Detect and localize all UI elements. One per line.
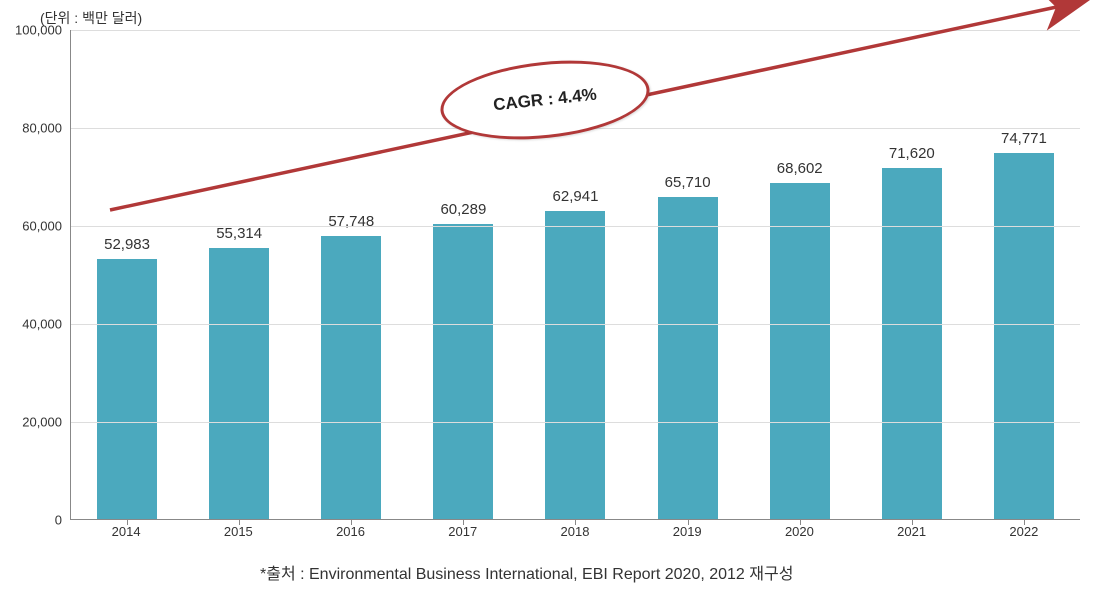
x-axis-label: 2021 [856, 524, 968, 539]
bar-slot: 71,620 [856, 30, 968, 519]
bar-slot: 55,314 [183, 30, 295, 519]
bar [321, 236, 381, 519]
bar [658, 197, 718, 519]
x-axis-labels: 201420152016201720182019202020212022 [70, 524, 1080, 539]
x-axis-label: 2015 [182, 524, 294, 539]
bar-slot: 65,710 [632, 30, 744, 519]
y-tick-label: 40,000 [2, 317, 62, 332]
y-tick-label: 0 [2, 513, 62, 528]
bar [209, 248, 269, 519]
bar [97, 259, 157, 519]
bar-value-label: 68,602 [777, 160, 823, 177]
chart-source: *출처 : Environmental Business Internation… [260, 560, 793, 584]
x-axis-label: 2018 [519, 524, 631, 539]
bar-value-label: 55,314 [216, 225, 262, 242]
y-tick-label: 80,000 [2, 121, 62, 136]
x-axis-label: 2019 [631, 524, 743, 539]
bar-slot: 68,602 [744, 30, 856, 519]
x-axis-label: 2020 [743, 524, 855, 539]
x-axis-label: 2022 [968, 524, 1080, 539]
bar-slot: 57,748 [295, 30, 407, 519]
grid-line [71, 324, 1080, 325]
bar-value-label: 71,620 [889, 145, 935, 162]
y-tick-label: 100,000 [2, 23, 62, 38]
bar [545, 211, 605, 519]
cagr-text: CAGR : 4.4% [492, 85, 597, 116]
bar-value-label: 57,748 [328, 213, 374, 230]
bar [770, 183, 830, 519]
bar-value-label: 60,289 [440, 201, 486, 218]
bar-slot: 74,771 [968, 30, 1080, 519]
grid-line [71, 30, 1080, 31]
bar-value-label: 52,983 [104, 236, 150, 253]
bar-value-label: 74,771 [1001, 130, 1047, 147]
bar-value-label: 65,710 [665, 174, 711, 191]
bar [882, 168, 942, 519]
bar-slot: 52,983 [71, 30, 183, 519]
bar [994, 153, 1054, 519]
y-tick-label: 20,000 [2, 415, 62, 430]
x-axis-label: 2014 [70, 524, 182, 539]
x-axis-label: 2017 [407, 524, 519, 539]
bar [433, 224, 493, 519]
grid-line [71, 422, 1080, 423]
y-axis: 020,00040,00060,00080,000100,000 [0, 30, 70, 520]
y-tick-label: 60,000 [2, 219, 62, 234]
x-axis-label: 2016 [294, 524, 406, 539]
bar-value-label: 62,941 [553, 188, 599, 205]
grid-line [71, 226, 1080, 227]
